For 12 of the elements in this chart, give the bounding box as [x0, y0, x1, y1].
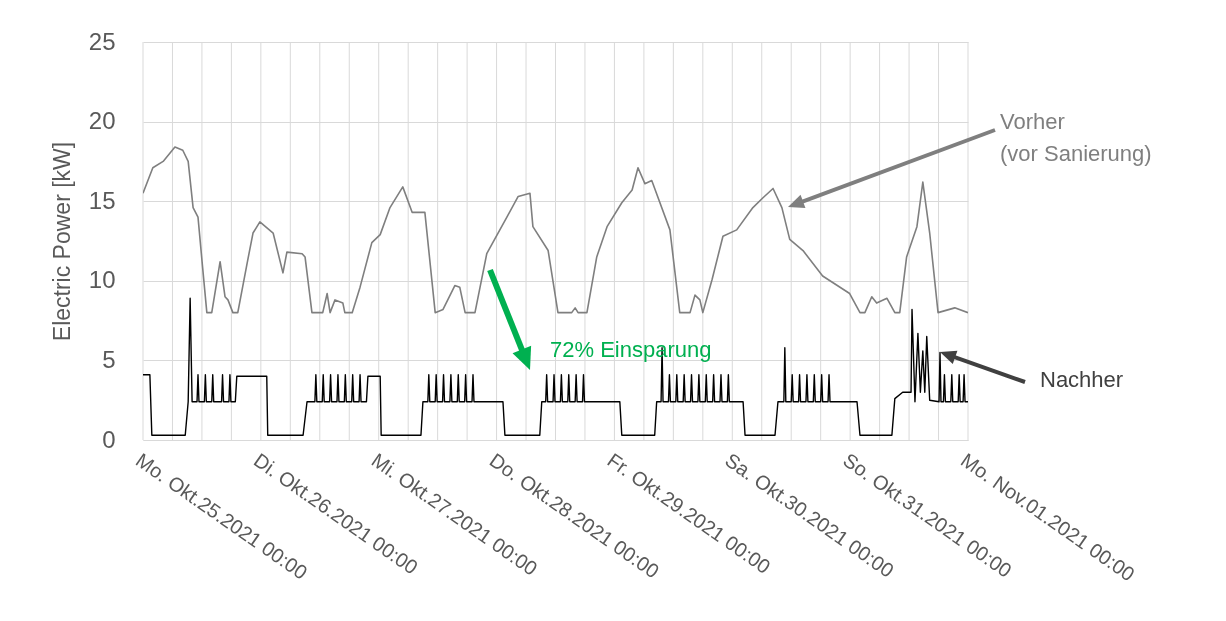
y-tick-label: 10	[88, 266, 116, 294]
text: Nachher	[1040, 367, 1124, 392]
y-tick-label: 0	[102, 425, 116, 453]
line-series	[143, 297, 968, 436]
y-tick-label: 20	[88, 107, 116, 135]
annotation: 72% Einsparung	[550, 337, 712, 362]
line-series	[143, 146, 968, 314]
y-axis-title: Electric Power [kW]	[48, 141, 75, 342]
y-tick-label: 5	[102, 345, 116, 373]
y-tick-label: 15	[88, 186, 116, 214]
y-tick-label: 25	[88, 27, 116, 55]
text: Vorher (vor Sanierung)	[1000, 109, 1152, 166]
